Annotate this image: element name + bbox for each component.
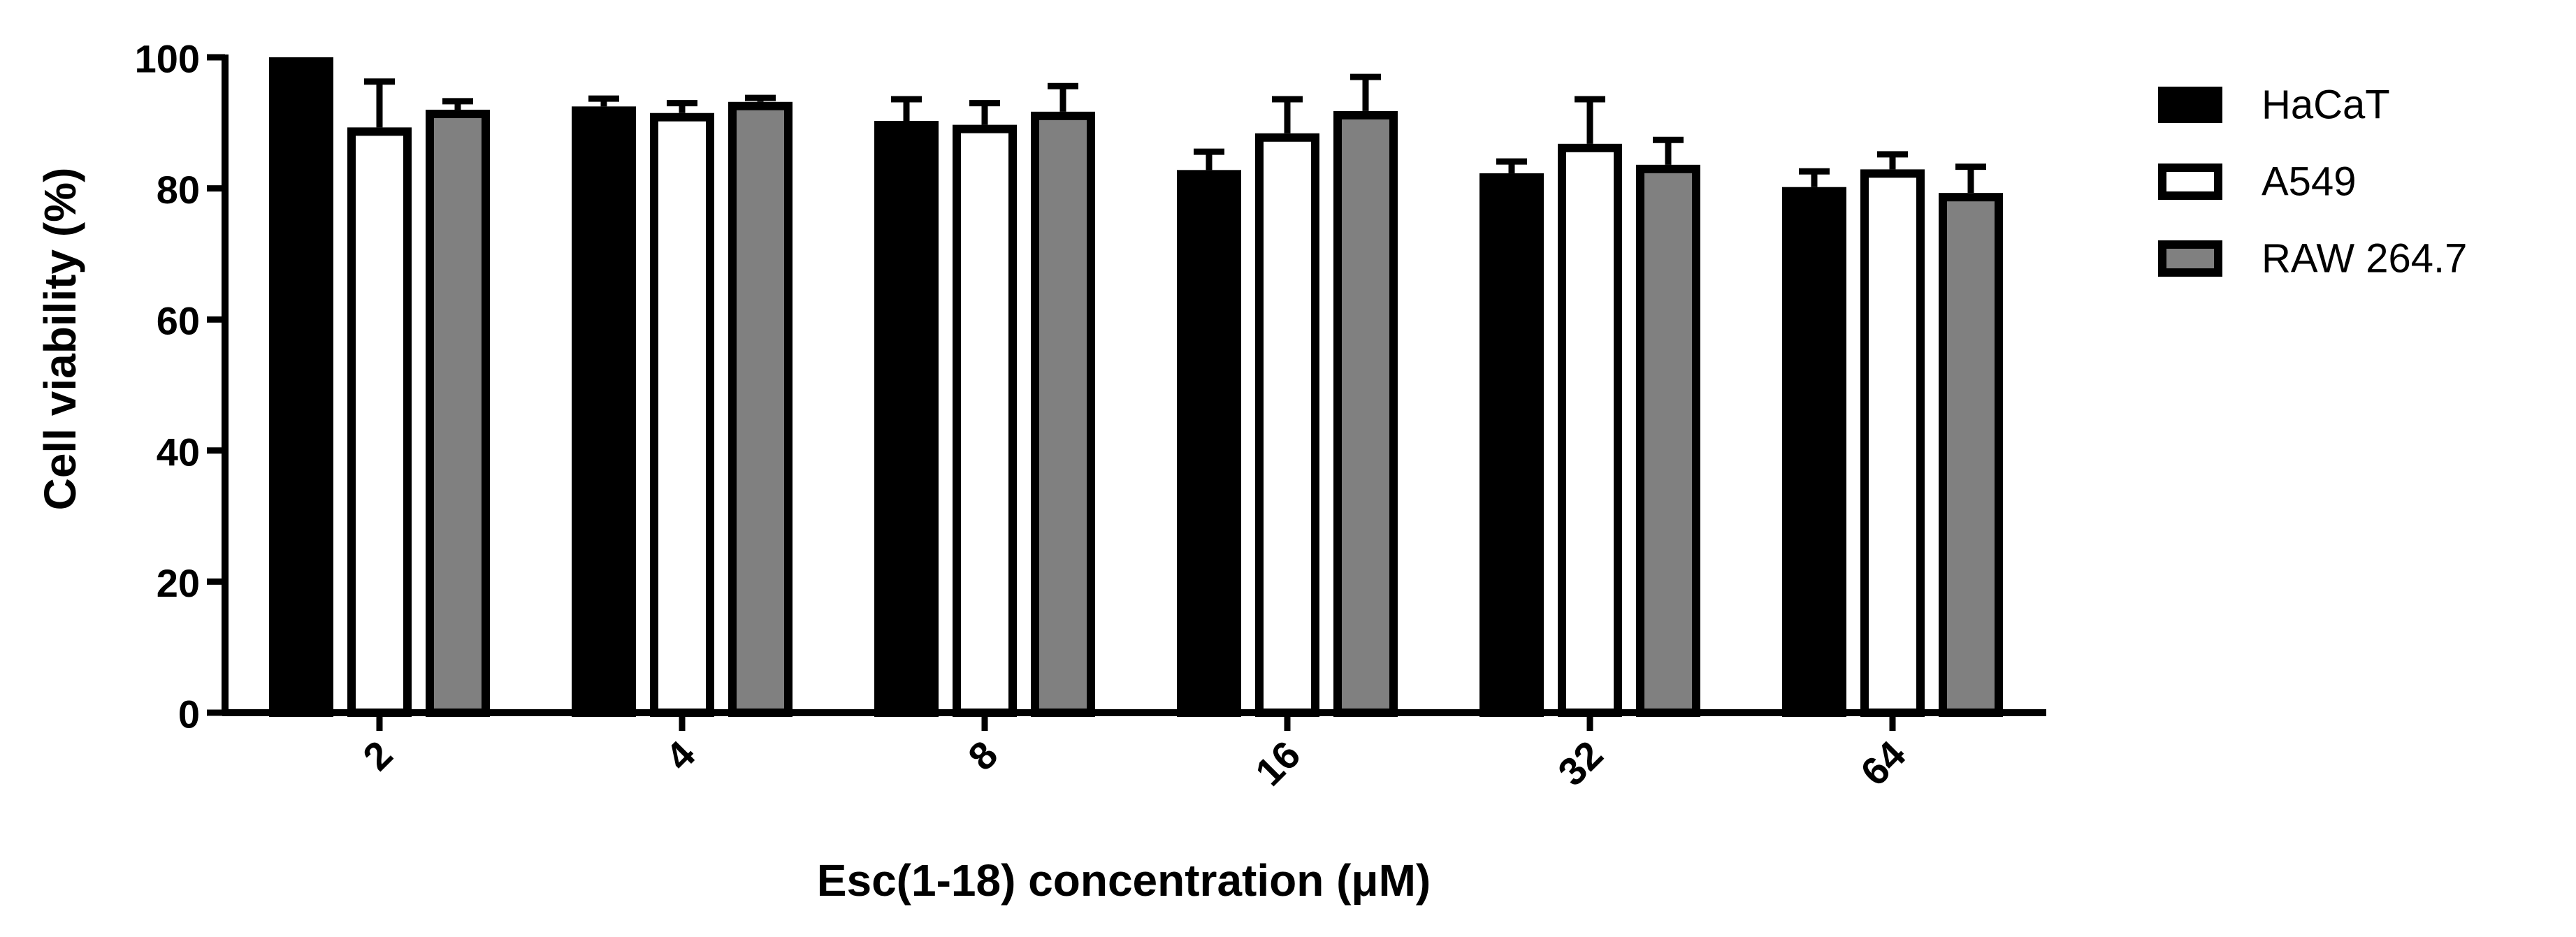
- bar-a549-64: [1860, 169, 1925, 717]
- bar-hacat-8: [874, 120, 939, 717]
- x-tick-label: 4: [657, 732, 704, 779]
- bar-raw-264-7-64: [1939, 193, 2003, 717]
- x-tick-label: 32: [1549, 732, 1612, 794]
- bar-a549-8: [953, 124, 1017, 717]
- bar-hacat-4: [572, 106, 636, 718]
- x-axis-title: Esc(1-18) concentration (μM): [817, 855, 1431, 906]
- legend-swatch-raw-264-7: [2158, 240, 2222, 277]
- bar-a549-2: [347, 127, 412, 717]
- axes-layer: [207, 54, 2046, 731]
- legend-label-raw-264-7: RAW 264.7: [2262, 236, 2467, 282]
- bar-raw-264-7-16: [1333, 110, 1398, 717]
- bar-raw-264-7-4: [728, 101, 793, 717]
- y-tick-label: 0: [178, 692, 200, 736]
- bar-a549-16: [1255, 133, 1319, 718]
- x-tick-label: 64: [1852, 732, 1914, 794]
- error-bars-layer: [364, 73, 1986, 194]
- y-tick-label: 100: [135, 37, 200, 81]
- legend-label-hacat: HaCaT: [2262, 82, 2390, 128]
- bar-hacat-64: [1782, 187, 1846, 717]
- y-tick-label: 40: [157, 430, 200, 474]
- y-axis-title: Cell viability (%): [35, 168, 85, 511]
- bar-hacat-32: [1479, 173, 1544, 717]
- x-tick-label: 16: [1247, 732, 1309, 794]
- bar-a549-4: [650, 112, 714, 718]
- bar-a549-32: [1558, 143, 1622, 718]
- x-tick-label: 8: [960, 732, 1006, 779]
- bar-raw-264-7-32: [1636, 164, 1700, 718]
- y-tick-label: 20: [157, 561, 200, 605]
- legend: HaCaT A549 RAW 264.7: [2158, 82, 2467, 282]
- y-tick-label: 80: [157, 168, 200, 212]
- bar-raw-264-7-2: [426, 110, 490, 718]
- legend-swatch-a549: [2158, 164, 2222, 200]
- bar-raw-264-7-8: [1031, 111, 1095, 717]
- y-tick-label: 60: [157, 299, 200, 343]
- bar-hacat-16: [1177, 170, 1241, 717]
- bars-layer: [269, 57, 2003, 718]
- x-tick-label: 2: [354, 732, 401, 779]
- legend-label-a549: A549: [2262, 159, 2356, 205]
- bar-hacat-2: [269, 57, 333, 717]
- legend-swatch-hacat: [2158, 87, 2222, 123]
